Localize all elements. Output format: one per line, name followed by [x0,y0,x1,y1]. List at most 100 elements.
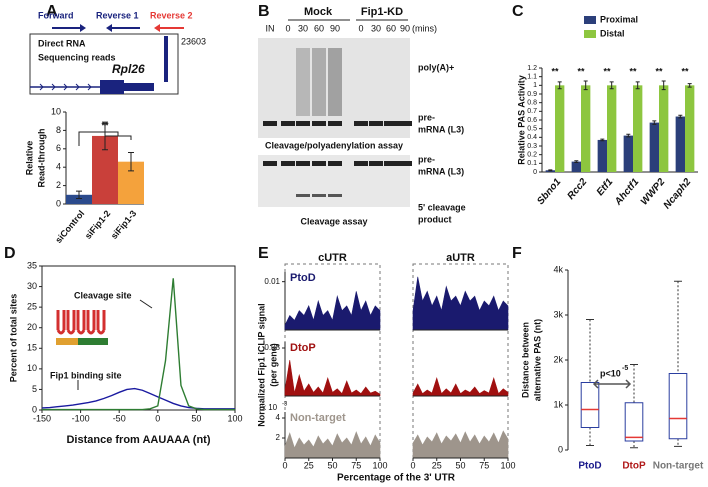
x-tick-label: siControl [53,208,86,245]
x-tick-label: 0 [155,413,160,423]
x-tick-label: 100 [372,460,387,470]
lane-label: 60 [386,23,396,33]
x-tick-label: 50 [327,460,337,470]
error-bar [574,160,579,163]
gel-band [328,121,342,126]
y-axis-label: Percent of total sites [8,294,18,383]
legend-label: Distal [600,28,625,38]
y-tick-label: 10 [51,106,61,116]
x-tick-label: PtoD [578,461,601,472]
lane-label: 30 [371,23,381,33]
error-bar [583,80,588,91]
x-tick-label: Etf1 [595,176,616,198]
x-tick-label: 0 [282,460,287,470]
y-tick-label: 0 [32,404,37,414]
scale-exp: -3 [282,402,288,408]
x-tick-label: Ncaph2 [662,176,694,211]
error-bar [609,81,614,90]
series-line [41,387,235,410]
y-tick-label: 0.8 [527,100,537,107]
x-tick-label: 75 [351,460,361,470]
annotation-arrow [139,299,153,309]
y-tick-label: 1k [553,399,563,409]
unit-label: (mins) [412,23,437,33]
y-axis-label: Relative PAS Activity [516,75,526,165]
y-tick-label: 0 [533,169,537,176]
gel-band [384,161,398,166]
bar [66,194,92,204]
x-tick-label: 75 [479,460,489,470]
error-bar [661,80,666,91]
error-bar [626,133,631,138]
primer-arrow [154,24,160,32]
y-tick-label: 0 [558,444,563,454]
signal-area [284,291,381,331]
bar [607,85,617,172]
gel-smear [328,48,342,116]
scale-label: x 10 [262,403,278,412]
box-text: Sequencing reads [38,52,116,62]
y-tick-label: 1.1 [527,74,537,81]
x-tick-label: 50 [455,460,465,470]
x-tick-label: 100 [500,460,515,470]
lane-label: 0 [285,23,290,33]
y-tick-label: 6 [56,143,61,153]
gel-band [281,161,295,166]
bar [675,116,685,172]
y-tick-label: 0 [56,198,61,208]
error-bar [548,169,553,172]
gel-band [312,121,326,126]
gel-band [263,121,277,126]
gel-band [328,194,342,197]
x-tick-label: 25 [432,460,442,470]
y-tick-label: 0.3 [527,143,537,150]
y-tick-label: 15 [27,343,37,353]
panel-label: C [512,3,524,20]
band-label: product [418,214,452,224]
bar [555,85,565,172]
band-label: pre- [418,112,435,122]
panel-label: B [258,3,270,20]
y-tick-label: 0.5 [527,126,537,133]
significance: ** [681,66,689,76]
y-axis-label: alternative PAS (nt) [532,319,542,401]
x-tick-label: -100 [72,413,90,423]
panel-label: A [46,3,58,20]
read-bar [164,36,168,82]
legend-label: Proximal [600,14,638,24]
x-tick-label: 25 [304,460,314,470]
gel-band [398,121,412,126]
gel-smear [296,48,310,116]
x-tick-label: -150 [33,413,51,423]
gel-band [384,121,398,126]
y-tick-label: 8 [56,125,61,135]
error-bar [678,114,683,119]
y-tick-label: 0.2 [527,152,537,159]
bar [581,85,591,172]
column-frame [284,263,381,459]
band-label: poly(A)+ [418,62,454,72]
gel-band [296,194,310,197]
band-label: mRNA (L3) [418,166,464,176]
row-label: Non-target [290,412,346,424]
x-tick-label: -50 [113,413,126,423]
y-tick-label: 4 [276,413,281,422]
bar [633,85,643,172]
significance: ** [655,66,663,76]
gel-band [296,161,310,166]
column-title: cUTR [318,252,347,264]
bar [649,122,659,172]
error-bar [652,120,657,125]
signal-area [412,430,509,459]
bar [623,135,633,172]
y-axis-label: (per gene) [268,343,278,387]
y-tick-label: 25 [27,302,37,312]
y-axis-label: Read-through [36,129,46,188]
y-tick-label: 0.01 [264,277,280,286]
band-label: mRNA (L3) [418,124,464,134]
series-line [42,278,235,411]
box [668,373,688,440]
chevrons [39,83,92,91]
utr [124,83,154,91]
